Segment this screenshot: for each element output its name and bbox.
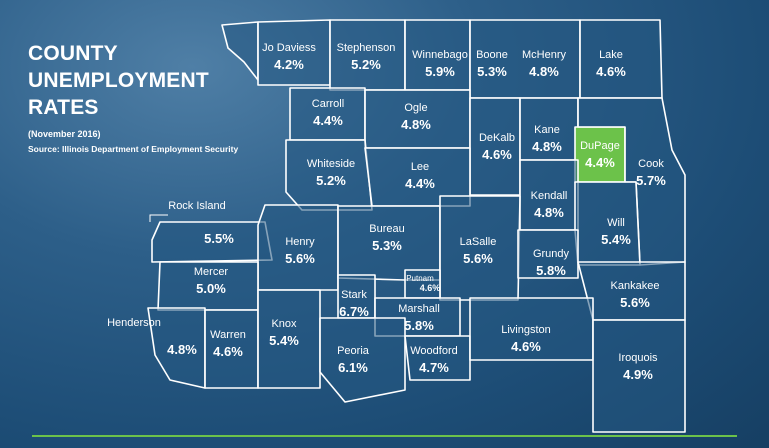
county-rate-marshall: 5.8% bbox=[404, 318, 434, 333]
county-rate-kendall: 4.8% bbox=[534, 205, 564, 220]
county-name-lasalle: LaSalle bbox=[460, 236, 497, 248]
county-rate-bureau: 5.3% bbox=[372, 238, 402, 253]
county-name-dupage: DuPage bbox=[580, 140, 620, 152]
title-block: COUNTY UNEMPLOYMENT RATES (November 2016… bbox=[28, 40, 238, 154]
county-rate-jo-daviess: 4.2% bbox=[274, 57, 304, 72]
county-name-iroquois: Iroquois bbox=[618, 352, 658, 364]
county-name-woodford: Woodford bbox=[410, 345, 458, 357]
county-name-whiteside: Whiteside bbox=[307, 158, 355, 170]
county-rate-ogle: 4.8% bbox=[401, 117, 431, 132]
county-name-will: Will bbox=[607, 217, 625, 229]
county-labels: Jo Daviess 4.2% Stephenson 5.2% Winnebago 5.9… bbox=[107, 42, 666, 382]
county-rate-lee: 4.4% bbox=[405, 176, 435, 191]
county-rate-stephenson: 5.2% bbox=[351, 57, 381, 72]
county-name-stephenson: Stephenson bbox=[337, 42, 396, 54]
divider-line bbox=[32, 435, 737, 437]
county-name-dekalb: DeKalb bbox=[479, 132, 515, 144]
map-title: COUNTY UNEMPLOYMENT RATES bbox=[28, 40, 238, 121]
county-rate-henry: 5.6% bbox=[285, 251, 315, 266]
county-name-warren: Warren bbox=[210, 329, 246, 341]
county-name-henderson: Henderson bbox=[107, 317, 161, 329]
county-rate-dupage: 4.4% bbox=[585, 155, 615, 170]
county-rate-rock-island: 5.5% bbox=[204, 231, 234, 246]
county-name-carroll: Carroll bbox=[312, 98, 344, 110]
source-label: Source: Illinois Department of Employmen… bbox=[28, 144, 239, 154]
county-rate-warren: 4.6% bbox=[213, 344, 243, 359]
county-name-ogle: Ogle bbox=[404, 102, 427, 114]
county-name-marshall: Marshall bbox=[398, 303, 440, 315]
county-rate-mchenry: 4.8% bbox=[529, 64, 559, 79]
county-rate-lake: 4.6% bbox=[596, 64, 626, 79]
county-rate-iroquois: 4.9% bbox=[623, 367, 653, 382]
county-name-kankakee: Kankakee bbox=[611, 280, 660, 292]
title-line: UNEMPLOYMENT bbox=[28, 69, 209, 92]
title-line: RATES bbox=[28, 96, 99, 119]
county-name-livingston: Livingston bbox=[501, 324, 551, 336]
county-rate-will: 5.4% bbox=[601, 232, 631, 247]
county-rate-lasalle: 5.6% bbox=[463, 251, 493, 266]
county-name-putnam: Putnam bbox=[406, 274, 434, 283]
county-name-boone: Boone bbox=[476, 49, 508, 61]
county-rate-kane: 4.8% bbox=[532, 139, 562, 154]
county-rate-knox: 5.4% bbox=[269, 333, 299, 348]
county-name-stark: Stark bbox=[341, 289, 367, 301]
rock-island-leader-line bbox=[149, 214, 168, 222]
county-rate-stark: 6.7% bbox=[339, 304, 369, 319]
county-name-rock-island: Rock Island bbox=[168, 200, 225, 212]
county-shapes bbox=[147, 19, 686, 433]
county-name-mchenry: McHenry bbox=[522, 49, 567, 61]
county-rate-woodford: 4.7% bbox=[419, 360, 449, 375]
county-name-mercer: Mercer bbox=[194, 266, 229, 278]
county-winnebago bbox=[329, 19, 406, 91]
county-rate-livingston: 4.6% bbox=[511, 339, 541, 354]
county-grundy bbox=[517, 229, 579, 279]
county-name-winnebago: Winnebago bbox=[412, 49, 468, 61]
date-label: (November 2016) bbox=[28, 129, 101, 139]
county-rate-winnebago: 5.9% bbox=[425, 64, 455, 79]
county-rate-boone: 5.3% bbox=[477, 64, 507, 79]
title-line: COUNTY bbox=[28, 42, 118, 65]
county-henderson bbox=[147, 307, 206, 389]
county-rate-carroll: 4.4% bbox=[313, 113, 343, 128]
county-name-bureau: Bureau bbox=[369, 223, 404, 235]
county-name-lake: Lake bbox=[599, 49, 623, 61]
county-rate-whiteside: 5.2% bbox=[316, 173, 346, 188]
county-rate-putnam: 4.6% bbox=[420, 283, 441, 293]
county-woodford bbox=[404, 335, 471, 381]
county-name-kane: Kane bbox=[534, 124, 560, 136]
county-name-kendall: Kendall bbox=[531, 190, 568, 202]
county-rate-grundy: 5.8% bbox=[536, 263, 566, 278]
county-rate-peoria: 6.1% bbox=[338, 360, 368, 375]
county-iroquois bbox=[592, 319, 686, 433]
county-rate-cook: 5.7% bbox=[636, 173, 666, 188]
county-rate-dekalb: 4.6% bbox=[482, 147, 512, 162]
county-lasalle bbox=[439, 195, 521, 301]
county-knox bbox=[257, 289, 321, 389]
county-name-henry: Henry bbox=[285, 236, 315, 248]
county-jo-daviess bbox=[221, 21, 259, 81]
county-name-lee: Lee bbox=[411, 161, 429, 173]
county-name-grundy: Grundy bbox=[533, 248, 570, 260]
county-rate-mercer: 5.0% bbox=[196, 281, 226, 296]
county-peoria bbox=[319, 317, 406, 403]
county-name-cook: Cook bbox=[638, 158, 664, 170]
county-rate-henderson: 4.8% bbox=[167, 342, 197, 357]
county-name-knox: Knox bbox=[271, 318, 297, 330]
county-name-jo-daviess: Jo Daviess bbox=[262, 42, 316, 54]
county-rate-kankakee: 5.6% bbox=[620, 295, 650, 310]
county-name-peoria: Peoria bbox=[337, 345, 370, 357]
county-rock-island bbox=[151, 221, 273, 263]
